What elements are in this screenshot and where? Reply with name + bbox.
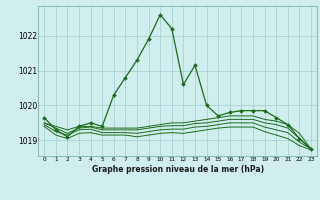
X-axis label: Graphe pression niveau de la mer (hPa): Graphe pression niveau de la mer (hPa) [92, 165, 264, 174]
